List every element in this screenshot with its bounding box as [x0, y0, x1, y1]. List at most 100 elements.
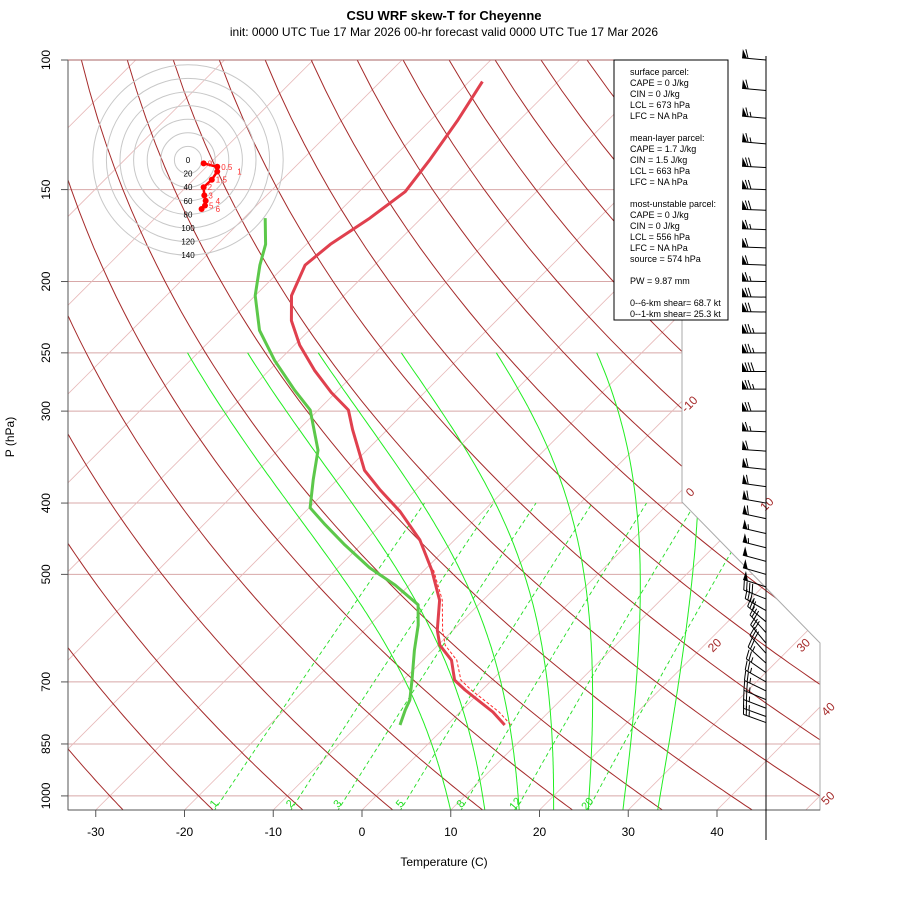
barb-staff — [743, 707, 767, 717]
wind-barb — [741, 287, 767, 298]
hodograph-ring — [105, 77, 271, 243]
barb-staff — [742, 466, 767, 470]
wind-barb — [743, 680, 767, 701]
barb-staff — [741, 246, 767, 249]
barb-full — [744, 255, 749, 265]
isotherm-line — [68, 60, 235, 810]
hodograph-point-label: 1.5 — [216, 176, 228, 185]
barb-full — [744, 200, 749, 210]
barb-pennant — [742, 272, 748, 282]
barb-staff — [746, 658, 767, 674]
dry-adiabat-line — [310, 60, 820, 810]
info-line: LCL = 556 hPa — [630, 232, 690, 242]
barb-pennant — [742, 343, 747, 353]
hodograph-ring-label: 20 — [184, 170, 193, 179]
barb-full — [750, 616, 756, 626]
barb-pennant — [742, 440, 748, 450]
info-line: CAPE = 0 J/kg — [630, 210, 689, 220]
wind-barb — [742, 559, 767, 575]
plot-frame — [67, 59, 821, 811]
moist-adiabat-line — [400, 352, 555, 810]
wind-barb — [742, 362, 766, 372]
dry-adiabat-line — [724, 60, 820, 810]
moist-adiabat-line — [187, 352, 452, 810]
barb-full — [748, 651, 752, 661]
barb-staff — [747, 646, 767, 664]
barb-staff — [741, 430, 767, 433]
isotherm-line — [68, 60, 679, 810]
barb-full — [744, 272, 749, 282]
barb-full — [747, 200, 752, 210]
barb-pennant — [742, 519, 748, 530]
barb-half — [750, 657, 754, 663]
hodograph-point — [214, 168, 221, 175]
barb-half — [752, 646, 756, 652]
barb-pennant — [742, 48, 748, 59]
barb-pennant — [742, 559, 748, 570]
barb-pennant — [742, 157, 748, 167]
barb-pennant — [742, 504, 748, 515]
barb-full — [744, 302, 749, 312]
isotherm-label: 40 — [818, 699, 838, 719]
info-line: 0--6-km shear= 68.7 kt — [630, 298, 721, 308]
isotherm-line — [68, 60, 502, 810]
moist-adiabat-line — [317, 352, 520, 810]
info-line: LCL = 663 hPa — [630, 166, 690, 176]
barb-pennant — [742, 457, 748, 468]
wind-barb — [744, 660, 767, 683]
info-line: LFC = NA hPa — [630, 243, 688, 253]
y-axis-label: P (hPa) — [3, 417, 17, 457]
barb-full — [747, 662, 751, 672]
hodograph-ring — [92, 64, 284, 256]
barb-full — [747, 638, 753, 648]
dry-adiabat-line — [80, 60, 665, 810]
y-tick-label: 150 — [39, 179, 53, 199]
barb-staff — [749, 635, 767, 654]
barb-full — [744, 179, 749, 190]
info-line: source = 574 hPa — [630, 254, 701, 264]
barb-full — [748, 582, 751, 593]
barb-full — [752, 618, 758, 628]
barb-pennant — [742, 200, 748, 210]
x-tick-label: 40 — [710, 825, 724, 839]
isotherm-line — [184, 60, 820, 810]
mixing-ratio-line — [514, 502, 696, 810]
barb-pennant — [742, 238, 748, 248]
dry-adiabat-line — [68, 60, 305, 810]
barb-staff — [742, 141, 767, 145]
barb-full — [747, 343, 752, 354]
y-tick-label: 250 — [39, 343, 53, 363]
barb-full — [745, 458, 749, 468]
hodograph-point-label: 1 — [237, 168, 242, 177]
barb-pennant — [742, 533, 748, 544]
hodograph-point — [200, 184, 207, 191]
isotherm-line — [68, 60, 590, 810]
isotherm-line — [68, 60, 147, 810]
barb-full — [749, 606, 756, 616]
barb-staff — [743, 713, 767, 724]
hodograph-ring-label: 0 — [186, 156, 191, 165]
barb-full — [743, 580, 745, 591]
info-box-frame — [613, 59, 729, 321]
mixing-ratio-line — [213, 502, 425, 810]
sounding-profiles — [253, 80, 512, 727]
barb-half — [749, 137, 752, 143]
hodograph-ring-label: 60 — [184, 197, 193, 206]
hodograph-ring — [133, 105, 243, 215]
isotherm-label: 30 — [794, 635, 814, 655]
wind-barb — [742, 704, 767, 724]
barb-half — [749, 667, 753, 674]
barb-pennant — [742, 402, 747, 412]
hodograph-point — [214, 163, 221, 170]
hodograph-point — [200, 160, 207, 167]
chart-title: CSU WRF skew-T for Cheyenne — [346, 8, 541, 23]
info-line: LFC = NA hPa — [630, 111, 688, 121]
hodograph-point — [198, 205, 205, 212]
info-line: LFC = NA hPa — [630, 177, 688, 187]
x-tick-label: 0 — [359, 825, 366, 839]
barb-full — [747, 590, 751, 601]
barb-full — [744, 219, 749, 230]
barb-half — [752, 597, 755, 604]
barb-pennant — [742, 107, 748, 117]
